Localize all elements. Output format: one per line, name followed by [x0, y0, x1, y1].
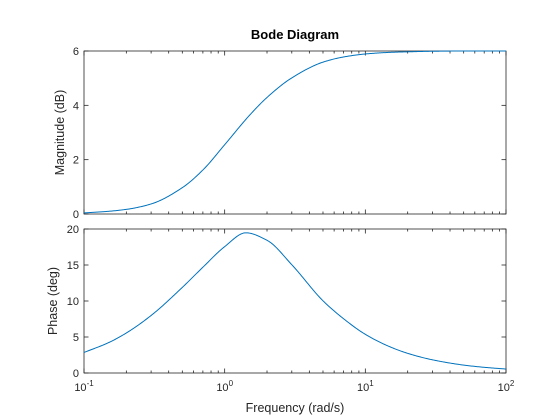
magnitude-axis-label: Magnitude (dB)	[53, 90, 67, 175]
frequency-axis-label: Frequency (rad/s)	[246, 401, 345, 415]
phase-axis-label: Phase (deg)	[46, 267, 60, 335]
magnitude-plot-box	[83, 50, 507, 215]
phase-axes: 0 5 10 15 20 10-1 100 101 102 Phase (deg)	[46, 224, 515, 394]
magnitude-y-tick-label: 6	[73, 46, 79, 58]
phase-y-tick-label: 20	[67, 224, 79, 236]
phase-ticks: 0 5 10 15 20 10-1 100 101 102	[67, 224, 515, 394]
frequency-x-tick-label: 10-1	[74, 379, 94, 394]
phase-series-line	[83, 232, 507, 370]
phase-y-tick-label: 15	[67, 260, 79, 272]
magnitude-y-tick-label: 4	[73, 100, 79, 112]
frequency-x-tick-label: 102	[498, 379, 515, 394]
phase-plot-box	[83, 228, 507, 374]
frequency-x-tick-label: 101	[357, 379, 374, 394]
magnitude-y-tick-label: 0	[73, 209, 79, 221]
chart-title: Bode Diagram	[251, 27, 339, 42]
phase-y-tick-label: 5	[73, 332, 79, 344]
phase-y-tick-label: 10	[67, 296, 79, 308]
magnitude-y-tick-label: 2	[73, 155, 79, 167]
magnitude-axes: 0 2 4 6 Magnitude (dB)	[53, 46, 507, 221]
phase-y-tick-label: 0	[73, 368, 79, 380]
magnitude-ticks: 0 2 4 6	[73, 46, 507, 221]
frequency-x-tick-label: 100	[216, 379, 233, 394]
magnitude-series-line	[83, 50, 506, 214]
